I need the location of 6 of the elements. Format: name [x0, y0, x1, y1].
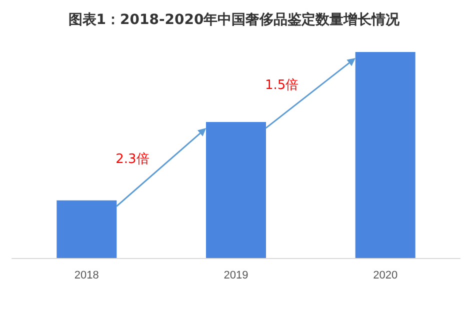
x-tick-label: 2019	[224, 270, 248, 282]
x-tick-label: 2018	[74, 270, 99, 282]
chart-title: 图表1：2018-2020年中国奢侈品鉴定数量增长情况	[68, 11, 401, 28]
x-tick-label: 2020	[373, 270, 398, 282]
annotation: 1.5倍	[264, 78, 299, 94]
annotation: 2.3倍	[116, 152, 150, 168]
